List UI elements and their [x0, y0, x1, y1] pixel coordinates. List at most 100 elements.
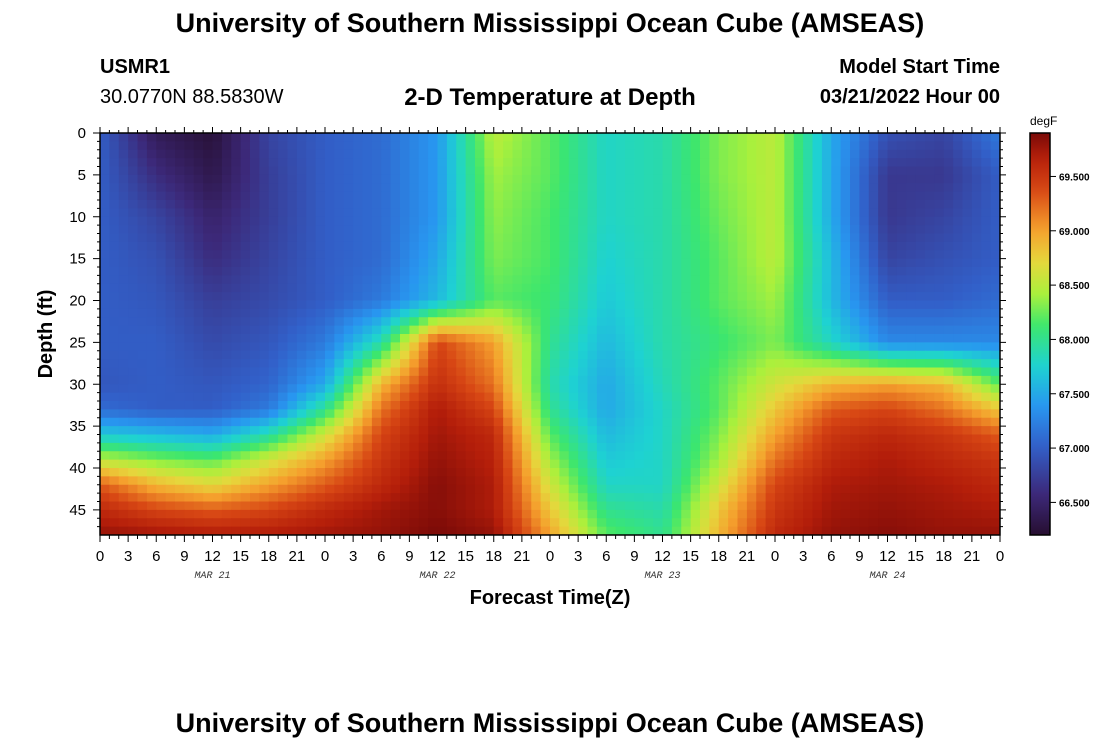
heatmap-cell: [803, 401, 814, 410]
heatmap-cell: [146, 442, 157, 452]
heatmap-cell: [128, 384, 139, 394]
heatmap-cell: [315, 350, 326, 360]
heatmap-cell: [728, 149, 739, 159]
heatmap-cell: [381, 493, 392, 503]
heatmap-cell: [718, 191, 729, 201]
heatmap-cell: [362, 518, 373, 528]
heatmap-cell: [765, 241, 776, 251]
heatmap-cell: [578, 459, 589, 469]
heatmap-cell: [953, 200, 964, 209]
heatmap-cell: [765, 275, 776, 285]
heatmap-cell: [371, 417, 382, 427]
heatmap-cell: [446, 149, 457, 159]
heatmap-cell: [287, 292, 298, 302]
heatmap-cell: [184, 158, 195, 168]
heatmap-cell: [203, 392, 214, 402]
heatmap-cell: [315, 183, 326, 193]
heatmap-cell: [334, 216, 345, 226]
heatmap-cell: [128, 442, 139, 452]
heatmap-cell: [700, 308, 710, 318]
heatmap-cell: [728, 484, 739, 494]
heatmap-cell: [315, 133, 326, 142]
heatmap-cell: [671, 292, 682, 302]
heatmap-cell: [118, 200, 129, 209]
heatmap-cell: [240, 350, 251, 360]
heatmap-cell: [887, 283, 898, 293]
heatmap-cell: [850, 241, 860, 251]
heatmap-cell: [118, 493, 129, 503]
heatmap-cell: [821, 158, 832, 168]
heatmap-cell: [765, 367, 776, 377]
heatmap-cell: [925, 359, 935, 369]
heatmap-cell: [690, 208, 701, 218]
heatmap-cell: [146, 501, 157, 511]
heatmap-cell: [962, 375, 973, 385]
heatmap-cell: [643, 367, 654, 377]
heatmap-cell: [146, 258, 157, 268]
heatmap-cell: [718, 208, 729, 218]
heatmap-cell: [943, 275, 954, 285]
heatmap-cell: [934, 417, 945, 427]
heatmap-cell: [906, 216, 917, 226]
heatmap-cell: [831, 493, 842, 503]
heatmap-cell: [653, 493, 664, 503]
heatmap-cell: [643, 518, 654, 528]
heatmap-cell: [568, 401, 579, 410]
heatmap-cell: [868, 417, 879, 427]
heatmap-cell: [456, 434, 467, 444]
heatmap-cell: [718, 166, 729, 176]
heatmap-cell: [925, 275, 935, 285]
heatmap-cell: [512, 141, 523, 151]
heatmap-cell: [925, 308, 935, 318]
heatmap-cell: [859, 208, 870, 218]
heatmap-cell: [615, 191, 626, 201]
heatmap-cell: [165, 133, 176, 142]
heatmap-cell: [868, 208, 879, 218]
heatmap-cell: [906, 392, 917, 402]
heatmap-cell: [709, 367, 720, 377]
heatmap-cell: [306, 158, 317, 168]
heatmap-cell: [278, 241, 289, 251]
heatmap-cell: [568, 191, 579, 201]
heatmap-cell: [184, 367, 195, 377]
heatmap-cell: [587, 300, 598, 310]
heatmap-cell: [943, 392, 954, 402]
heatmap-cell: [315, 191, 326, 201]
heatmap-cell: [765, 283, 776, 293]
heatmap-cell: [690, 375, 701, 385]
heatmap-cell: [381, 174, 392, 184]
heatmap-cell: [596, 183, 607, 193]
heatmap-cell: [212, 442, 223, 452]
station-id: USMR1: [100, 56, 171, 78]
heatmap-cell: [381, 442, 392, 452]
heatmap-cell: [231, 258, 242, 268]
heatmap-cell: [653, 133, 664, 142]
heatmap-cell: [493, 208, 504, 218]
heatmap-cell: [643, 509, 654, 519]
heatmap-cell: [137, 208, 148, 218]
heatmap-cell: [400, 267, 410, 276]
heatmap-cell: [831, 442, 842, 452]
heatmap-cell: [296, 275, 307, 285]
heatmap-cell: [840, 468, 851, 477]
heatmap-cell: [475, 149, 485, 159]
y-tick-label: 15: [69, 251, 86, 268]
heatmap-cell: [540, 451, 551, 461]
heatmap-cell: [681, 501, 692, 511]
heatmap-cell: [606, 417, 617, 427]
heatmap-cell: [615, 133, 626, 142]
heatmap-cell: [568, 509, 579, 519]
heatmap-cell: [381, 526, 392, 535]
heatmap-cell: [596, 493, 607, 503]
heatmap-cell: [428, 233, 439, 243]
heatmap-cell: [231, 392, 242, 402]
heatmap-cell: [203, 141, 214, 151]
heatmap-cell: [775, 518, 785, 528]
heatmap-cell: [915, 509, 926, 519]
heatmap-cell: [390, 225, 401, 235]
heatmap-cell: [943, 451, 954, 461]
heatmap-cell: [503, 166, 514, 176]
heatmap-cell: [896, 392, 907, 402]
heatmap-cell: [962, 317, 973, 327]
heatmap-cell: [746, 451, 757, 461]
